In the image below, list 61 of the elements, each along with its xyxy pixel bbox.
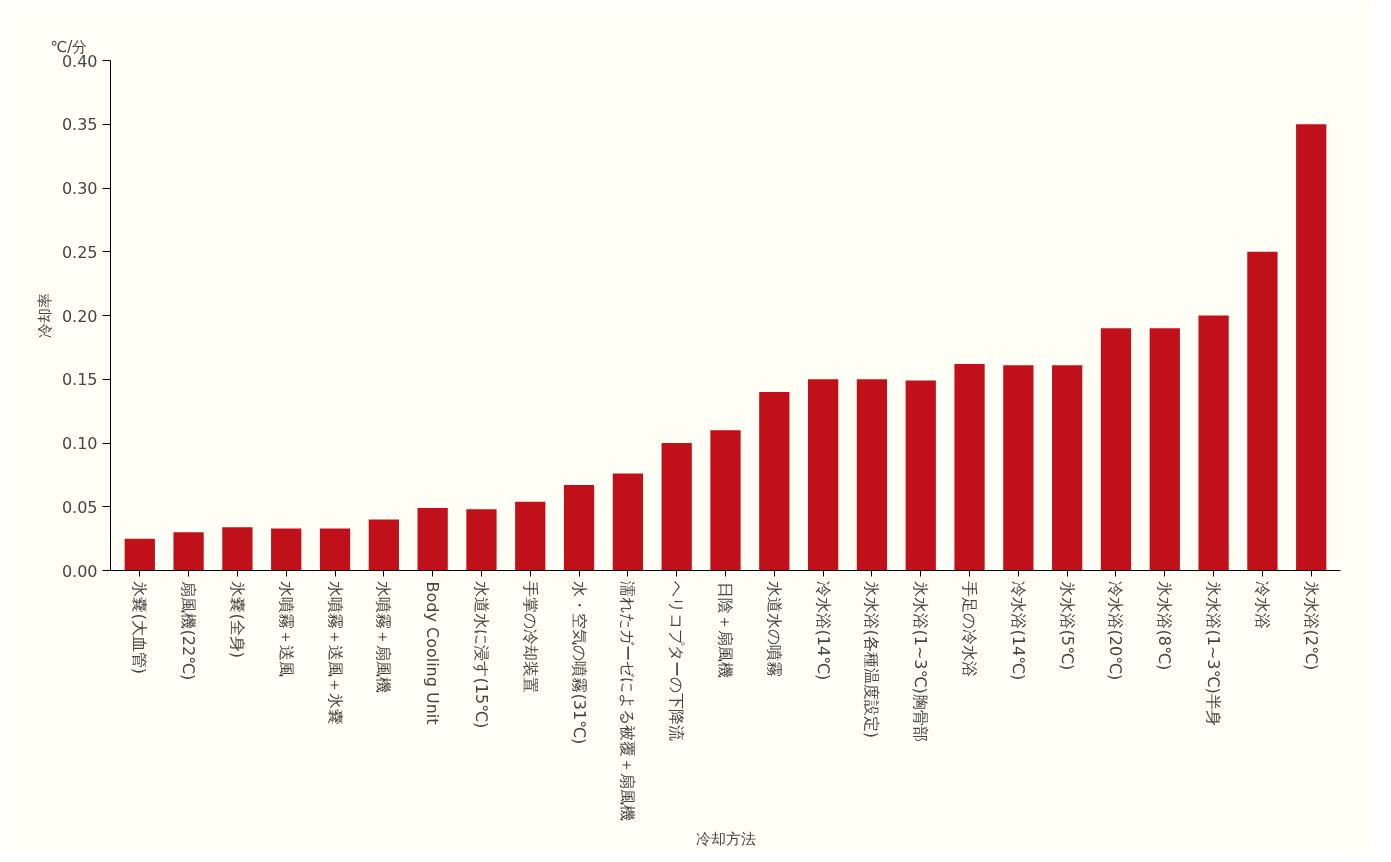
y-axis-title: 冷却率 [35, 293, 54, 338]
bar [905, 380, 936, 571]
bar [807, 379, 839, 571]
y-tick-label: 0.30 [61, 179, 98, 198]
text: ℃/分 [50, 37, 88, 56]
x-tick-label: ヘリコプターの下降流 [667, 581, 687, 742]
x-tick-label: 水噴霧＋扇風機 [374, 581, 394, 694]
x-tick-label: 冷水浴(20℃) [1106, 581, 1126, 681]
bar [368, 519, 399, 571]
bar [466, 509, 497, 571]
y-tick-label: 0.35 [61, 115, 98, 135]
bar [1247, 251, 1278, 571]
x-tick-label: 氷水浴(1~3℃)胸骨部 [911, 581, 931, 742]
bar [759, 392, 790, 571]
x-tick-label: 水道水の噴霧 [764, 581, 784, 678]
bar [661, 443, 692, 571]
x-tick-label: Body Cooling Unit [423, 581, 443, 725]
bar [710, 430, 741, 571]
bar [954, 363, 985, 571]
bar [612, 473, 644, 571]
y-tick-label: 0.10 [61, 434, 98, 453]
bar [173, 532, 204, 571]
y-tick-label: 0.00 [61, 561, 98, 581]
x-tick-label: 氷水浴(1~3℃)半身 [1204, 581, 1224, 726]
x-tick-label: 冷水浴 [1252, 581, 1272, 630]
bar [1003, 365, 1034, 571]
x-tick-label: 手足の冷水浴 [960, 581, 980, 678]
x-tick-label: 氷嚢(全身) [227, 581, 247, 658]
bar [563, 485, 595, 571]
bar [1149, 328, 1180, 571]
bar [1052, 365, 1083, 571]
y-tick-label: 0.20 [61, 306, 98, 326]
x-tick-label: 氷水浴(8℃) [1155, 581, 1175, 671]
bar [222, 527, 253, 571]
bar [319, 528, 351, 571]
x-tick-label: 濡れたガーゼによる被覆＋扇風機 [618, 581, 638, 822]
x-tick-label: 水噴霧＋送風＋氷嚢 [325, 581, 345, 726]
x-tick-label: 扇風機(22℃) [179, 581, 199, 681]
x-tick-label: 氷嚢(大血管) [130, 581, 150, 674]
x-tick-label: 冷水浴(14℃) [813, 581, 833, 681]
bar [1296, 124, 1327, 571]
bar [1198, 315, 1229, 571]
y-tick-label: 0.25 [61, 242, 98, 262]
bar [1100, 328, 1132, 571]
x-tick-label: 氷水浴(各種温度設定) [862, 581, 882, 738]
x-tick-label: 水道水に浸す(15℃) [471, 581, 491, 729]
y-tick-label: 0.15 [61, 370, 98, 390]
x-tick-label: 水噴霧＋送風 [276, 581, 296, 678]
x-tick-label: 水・空気の噴霧(31℃) [569, 581, 589, 745]
bar [515, 501, 546, 571]
y-tick-label: 0.05 [61, 497, 98, 517]
x-axis-title: 冷却方法 [695, 829, 756, 848]
x-tick-label: 氷水浴(5℃) [1057, 581, 1077, 671]
x-tick-label: 冷水浴(14℃) [1008, 581, 1028, 681]
x-tick-label: 手掌の冷却装置 [520, 581, 540, 694]
x-tick-label: 氷水浴(2℃) [1301, 581, 1321, 671]
bar [417, 508, 448, 571]
x-tick-label: 日陰＋扇風機 [716, 581, 735, 678]
bar [124, 538, 155, 571]
bar [271, 528, 302, 571]
bar [856, 379, 888, 571]
